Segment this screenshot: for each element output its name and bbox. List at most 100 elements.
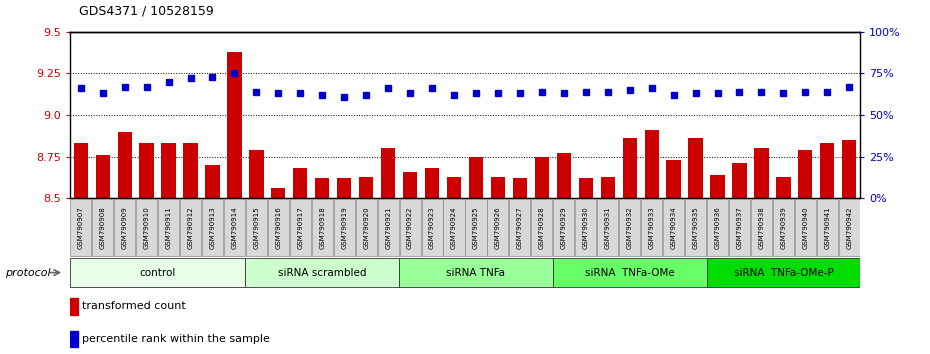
Text: GSM790930: GSM790930: [583, 206, 589, 249]
FancyBboxPatch shape: [246, 258, 399, 287]
Text: siRNA TNFa: siRNA TNFa: [446, 268, 506, 278]
Text: GSM790908: GSM790908: [100, 206, 106, 249]
Bar: [644, 130, 658, 198]
Bar: [227, 52, 242, 198]
Text: GSM790907: GSM790907: [78, 206, 84, 249]
Bar: [798, 150, 813, 198]
FancyBboxPatch shape: [817, 199, 838, 256]
FancyBboxPatch shape: [839, 199, 860, 256]
Bar: [601, 177, 615, 198]
FancyBboxPatch shape: [685, 199, 706, 256]
FancyBboxPatch shape: [707, 199, 728, 256]
Text: GSM790919: GSM790919: [341, 206, 347, 249]
Bar: [667, 160, 681, 198]
Bar: [272, 188, 286, 198]
Bar: [70, 298, 78, 315]
FancyBboxPatch shape: [246, 199, 267, 256]
FancyBboxPatch shape: [531, 199, 552, 256]
Bar: [381, 148, 395, 198]
FancyBboxPatch shape: [224, 199, 245, 256]
FancyBboxPatch shape: [552, 258, 707, 287]
Bar: [447, 177, 461, 198]
Text: GSM790910: GSM790910: [143, 206, 150, 249]
Bar: [337, 178, 352, 198]
FancyBboxPatch shape: [202, 199, 223, 256]
Text: GSM790939: GSM790939: [780, 206, 787, 249]
FancyBboxPatch shape: [619, 199, 640, 256]
Text: GSM790933: GSM790933: [648, 206, 655, 249]
Bar: [73, 143, 87, 198]
Text: GSM790938: GSM790938: [759, 206, 764, 249]
Text: GSM790934: GSM790934: [671, 206, 677, 249]
FancyBboxPatch shape: [334, 199, 354, 256]
Text: GSM790914: GSM790914: [232, 206, 237, 249]
Bar: [777, 177, 790, 198]
Bar: [162, 143, 176, 198]
Text: GSM790935: GSM790935: [693, 206, 698, 249]
Text: GSM790936: GSM790936: [714, 206, 721, 249]
Bar: [469, 156, 483, 198]
FancyBboxPatch shape: [487, 199, 509, 256]
Bar: [96, 155, 110, 198]
Text: GSM790916: GSM790916: [275, 206, 282, 249]
Bar: [206, 165, 219, 198]
Text: GSM790913: GSM790913: [209, 206, 216, 249]
Text: control: control: [140, 268, 176, 278]
FancyBboxPatch shape: [158, 199, 179, 256]
FancyBboxPatch shape: [553, 199, 575, 256]
FancyBboxPatch shape: [421, 199, 443, 256]
Text: GSM790937: GSM790937: [737, 206, 742, 249]
Bar: [359, 177, 373, 198]
Text: GSM790927: GSM790927: [517, 206, 523, 249]
Bar: [843, 140, 857, 198]
FancyBboxPatch shape: [70, 199, 91, 256]
FancyBboxPatch shape: [355, 199, 377, 256]
FancyBboxPatch shape: [729, 199, 750, 256]
Bar: [820, 143, 834, 198]
Bar: [688, 138, 703, 198]
Text: GSM790929: GSM790929: [561, 206, 566, 249]
Text: GSM790923: GSM790923: [429, 206, 435, 249]
FancyBboxPatch shape: [773, 199, 794, 256]
Bar: [249, 150, 263, 198]
FancyBboxPatch shape: [510, 199, 530, 256]
Text: GSM790915: GSM790915: [253, 206, 259, 249]
FancyBboxPatch shape: [576, 199, 596, 256]
FancyBboxPatch shape: [399, 258, 552, 287]
FancyBboxPatch shape: [465, 199, 486, 256]
Bar: [117, 132, 132, 198]
Bar: [754, 148, 768, 198]
FancyBboxPatch shape: [312, 199, 333, 256]
Text: percentile rank within the sample: percentile rank within the sample: [83, 334, 271, 344]
FancyBboxPatch shape: [707, 258, 860, 287]
Text: GSM790926: GSM790926: [495, 206, 501, 249]
Text: GSM790909: GSM790909: [122, 206, 127, 249]
Text: GSM790918: GSM790918: [319, 206, 325, 249]
FancyBboxPatch shape: [268, 199, 289, 256]
Bar: [183, 143, 198, 198]
Bar: [403, 172, 418, 198]
Text: GDS4371 / 10528159: GDS4371 / 10528159: [79, 5, 214, 18]
FancyBboxPatch shape: [597, 199, 618, 256]
FancyBboxPatch shape: [378, 199, 399, 256]
Bar: [293, 168, 308, 198]
Text: GSM790920: GSM790920: [364, 206, 369, 249]
Text: transformed count: transformed count: [83, 302, 186, 312]
FancyBboxPatch shape: [70, 258, 246, 287]
Text: GSM790925: GSM790925: [473, 206, 479, 249]
Text: siRNA  TNFa-OMe-P: siRNA TNFa-OMe-P: [734, 268, 833, 278]
Bar: [140, 143, 153, 198]
Text: GSM790911: GSM790911: [166, 206, 171, 249]
Text: siRNA scrambled: siRNA scrambled: [278, 268, 366, 278]
FancyBboxPatch shape: [751, 199, 772, 256]
Bar: [535, 156, 549, 198]
Bar: [578, 178, 593, 198]
FancyBboxPatch shape: [400, 199, 420, 256]
Bar: [622, 138, 637, 198]
Text: GSM790912: GSM790912: [188, 206, 193, 249]
Bar: [557, 153, 571, 198]
Bar: [70, 331, 78, 347]
Text: GSM790917: GSM790917: [298, 206, 303, 249]
Bar: [711, 175, 724, 198]
FancyBboxPatch shape: [444, 199, 465, 256]
